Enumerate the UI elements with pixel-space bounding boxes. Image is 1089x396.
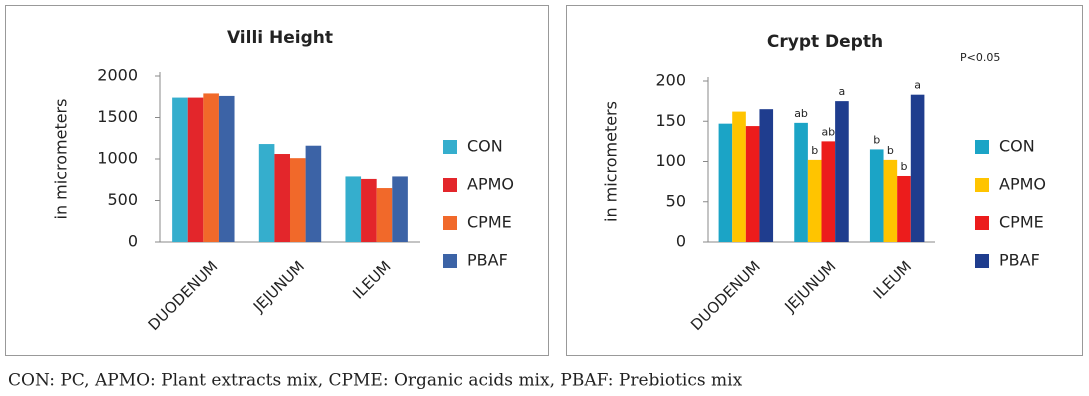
significance-letter: ab — [794, 107, 808, 120]
legend-label: CON — [467, 137, 503, 156]
legend-label: CON — [999, 137, 1035, 156]
y-tick-label: 500 — [107, 190, 138, 209]
legend-label: PBAF — [467, 251, 508, 270]
y-tick-label: 150 — [655, 111, 686, 130]
chart-title: Crypt Depth — [767, 32, 883, 52]
bar — [883, 159, 898, 242]
legend-label: APMO — [999, 175, 1046, 194]
bar — [172, 97, 188, 242]
bar — [258, 144, 275, 242]
bar — [187, 97, 204, 242]
legend-swatch — [975, 178, 989, 192]
y-tick-label: 2000 — [97, 66, 138, 85]
x-tick-label: ILEUM — [870, 257, 915, 302]
y-tick-label: 50 — [666, 191, 686, 210]
significance-letter: ab — [821, 125, 835, 138]
y-axis-label: in micrometers — [602, 101, 621, 222]
x-tick-label: JEJUNUM — [249, 257, 308, 316]
x-tick-label: DUODENUM — [687, 257, 764, 334]
legend-swatch — [975, 254, 989, 268]
y-tick-label: 1000 — [97, 149, 138, 168]
y-tick-label: 200 — [655, 71, 686, 90]
legend-swatch — [975, 216, 989, 230]
x-tick-label: JEJUNUM — [781, 257, 840, 316]
bar — [910, 94, 925, 242]
caption: CON: PC, APMO: Plant extracts mix, CPME:… — [8, 371, 743, 391]
significance-letter: a — [839, 85, 846, 98]
panel-border — [566, 5, 1083, 356]
y-tick-label: 1500 — [97, 107, 138, 126]
bar — [745, 126, 760, 242]
bar — [732, 111, 746, 242]
bar — [203, 93, 219, 243]
bar — [376, 188, 393, 242]
legend-label: CPME — [467, 213, 512, 232]
bar — [361, 178, 377, 242]
x-tick-label: DUODENUM — [145, 257, 222, 334]
legend-swatch — [975, 140, 989, 154]
y-tick-label: 0 — [676, 232, 686, 251]
y-tick-label: 100 — [655, 151, 686, 170]
bar — [218, 95, 235, 242]
y-tick-label: 0 — [128, 232, 138, 251]
bar — [718, 123, 733, 242]
bar — [759, 109, 774, 242]
y-axis-label: in micrometers — [52, 99, 71, 220]
bar — [897, 175, 911, 242]
x-tick-label: ILEUM — [349, 257, 394, 302]
bar — [305, 145, 322, 242]
legend-swatch — [443, 178, 457, 192]
bar — [274, 154, 290, 242]
legend-swatch — [443, 216, 457, 230]
bar — [807, 159, 822, 242]
bar — [794, 122, 808, 242]
bar — [345, 176, 362, 242]
chart-title: Villi Height — [227, 28, 333, 48]
bar — [835, 101, 849, 242]
bar — [290, 158, 306, 242]
annotation: P<0.05 — [960, 51, 1000, 64]
legend-label: APMO — [467, 175, 514, 194]
significance-letter: b — [873, 133, 880, 146]
significance-letter: b — [811, 144, 818, 157]
significance-letter: b — [900, 160, 907, 173]
bar — [821, 141, 836, 242]
legend-swatch — [443, 254, 457, 268]
legend-label: CPME — [999, 213, 1044, 232]
legend-swatch — [443, 140, 457, 154]
significance-letter: a — [914, 79, 921, 92]
significance-letter: b — [887, 144, 894, 157]
bar — [869, 149, 884, 242]
bar — [392, 176, 408, 242]
panel-border — [5, 5, 549, 356]
legend-label: PBAF — [999, 251, 1040, 270]
